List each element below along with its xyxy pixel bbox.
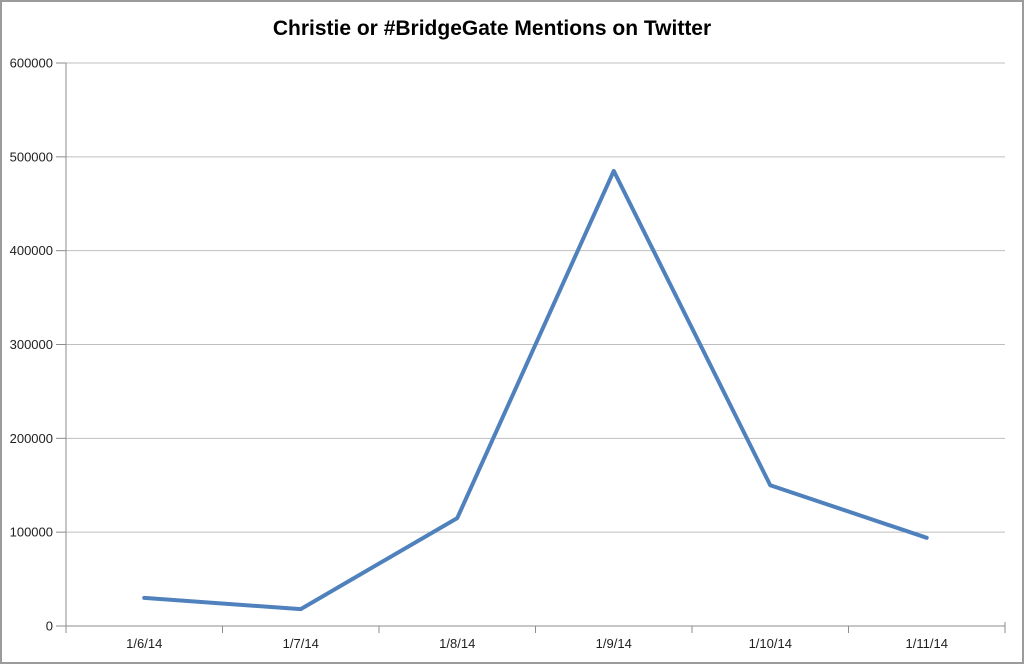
y-axis-tick-label: 500000 [10,149,53,164]
y-axis-tick-label: 100000 [10,525,53,540]
data-line-series [142,168,929,612]
y-axis-tick-label: 600000 [10,56,53,71]
x-axis-tick-label: 1/9/14 [596,636,632,651]
y-axis-tick-label: 0 [46,619,53,634]
y-axis-tick-label: 400000 [10,243,53,258]
y-axis-tick-label: 300000 [10,337,53,352]
x-axis-tick-label: 1/11/14 [906,636,948,651]
x-axis-tick-label: 1/10/14 [749,636,792,651]
chart-title: Christie or #BridgeGate Mentions on Twit… [272,17,712,40]
x-axis-tick-label: 1/8/14 [439,636,475,651]
x-axis-tick-label: 1/6/14 [126,636,162,651]
y-axis-tick-label: 200000 [10,431,53,446]
x-axis-tick-label: 1/7/14 [283,636,319,651]
